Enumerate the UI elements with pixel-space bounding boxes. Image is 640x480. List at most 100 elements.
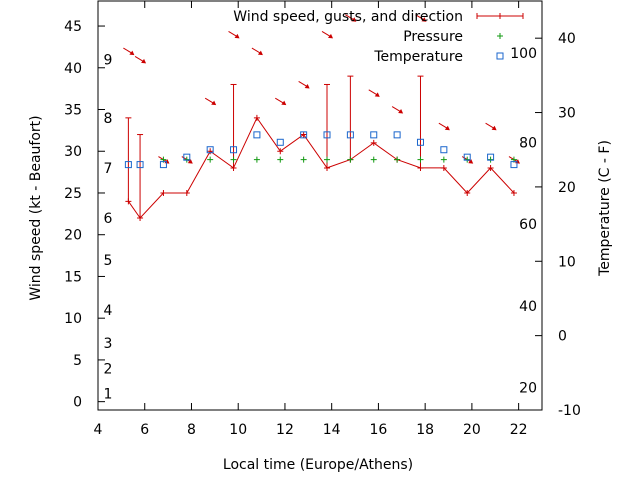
wind-point bbox=[277, 148, 284, 155]
wind-direction-arrowhead bbox=[468, 159, 474, 164]
pressure-point bbox=[487, 156, 494, 163]
fahrenheit-label: 80 bbox=[519, 135, 537, 151]
wind-direction-arrowhead bbox=[234, 33, 240, 39]
x-tick-label: 10 bbox=[229, 422, 247, 438]
temperature-point bbox=[323, 131, 331, 139]
wind-point bbox=[440, 164, 447, 171]
x-tick-label: 18 bbox=[416, 422, 434, 438]
tick-layer: 4 6 8 10 12 14 16 18 20 22051015202530354045-1001… bbox=[64, 1, 581, 438]
y-tick-label: 35 bbox=[64, 103, 82, 119]
series-layer bbox=[123, 14, 520, 222]
wind-direction-arrowhead bbox=[328, 33, 334, 39]
fahrenheit-label: 100 bbox=[510, 46, 537, 62]
y2-tick-label: 10 bbox=[558, 254, 576, 270]
y-tick-label: 40 bbox=[64, 61, 82, 77]
plot-border bbox=[97, 0, 543, 411]
fahrenheit-label: 40 bbox=[519, 299, 537, 315]
temperature-point bbox=[276, 138, 284, 146]
beaufort-label: 6 bbox=[104, 211, 113, 227]
y-tick-label: 15 bbox=[64, 269, 82, 285]
wind-point bbox=[160, 189, 167, 196]
beaufort-label: 8 bbox=[104, 111, 113, 127]
beaufort-label: 9 bbox=[104, 52, 113, 68]
pressure-point bbox=[230, 156, 237, 163]
legend-pressure-label: Pressure bbox=[403, 29, 463, 45]
x-axis-title: Local time (Europe/Athens) bbox=[223, 457, 413, 473]
wind-direction-arrowhead bbox=[281, 100, 287, 106]
beaufort-label: 3 bbox=[104, 336, 113, 352]
y-axis-title: Wind speed (kt - Beaufort) bbox=[28, 115, 44, 300]
beaufort-label: 1 bbox=[104, 386, 113, 402]
legend-temperature-label: Temperature bbox=[373, 49, 463, 65]
wind-direction-arrowhead bbox=[374, 92, 380, 97]
wind-point bbox=[183, 189, 190, 196]
wind-point bbox=[137, 215, 144, 222]
wind-point bbox=[207, 148, 214, 155]
temperature-point bbox=[159, 161, 167, 169]
temperature-point bbox=[416, 138, 424, 146]
temperature-point bbox=[440, 146, 448, 154]
temperature-point bbox=[230, 146, 238, 154]
wind-point bbox=[125, 198, 132, 205]
wind-direction-arrowhead bbox=[129, 50, 135, 56]
wind-direction-arrowhead bbox=[421, 17, 427, 22]
wind-point bbox=[464, 189, 471, 196]
y-tick-label: 10 bbox=[64, 311, 82, 327]
y2-tick-label: 0 bbox=[558, 329, 567, 345]
wind-point bbox=[253, 114, 260, 121]
y-tick-label: 5 bbox=[73, 353, 82, 369]
x-tick-label: 8 bbox=[187, 422, 196, 438]
beaufort-label: 7 bbox=[104, 161, 113, 177]
temperature-point bbox=[253, 131, 261, 139]
pressure-point bbox=[347, 156, 354, 163]
y2-tick-label: 30 bbox=[558, 106, 576, 122]
temperature-point bbox=[300, 131, 308, 139]
pressure-point bbox=[207, 156, 214, 163]
pressure-point bbox=[183, 156, 190, 163]
x-tick-label: 6 bbox=[140, 422, 149, 438]
y-tick-label: 45 bbox=[64, 19, 82, 35]
x-tick-label: 12 bbox=[276, 422, 294, 438]
wind-direction-arrowhead bbox=[444, 125, 450, 131]
wind-direction-arrowhead bbox=[141, 58, 147, 64]
pressure-point bbox=[253, 156, 260, 163]
wind-direction-arrowhead bbox=[257, 50, 263, 56]
pressure-point bbox=[370, 156, 377, 163]
beaufort-label: 2 bbox=[104, 361, 113, 377]
pressure-point bbox=[324, 156, 331, 163]
legend-pressure-marker bbox=[497, 33, 503, 39]
temperature-point bbox=[463, 153, 471, 161]
x-tick-label: 16 bbox=[370, 422, 388, 438]
temperature-point bbox=[346, 131, 354, 139]
x-tick-label: 20 bbox=[463, 422, 481, 438]
x-tick-label: 14 bbox=[323, 422, 341, 438]
y2-axis-title: Temperature (C - F) bbox=[597, 140, 613, 277]
beaufort-label: 4 bbox=[104, 303, 113, 319]
wind-direction-arrowhead bbox=[398, 109, 404, 114]
wind-speed-line bbox=[127, 116, 515, 219]
pressure-point bbox=[300, 156, 307, 163]
y-tick-label: 25 bbox=[64, 186, 82, 202]
wind-point bbox=[230, 164, 237, 171]
pressure-point bbox=[394, 156, 401, 163]
pressure-point bbox=[417, 156, 424, 163]
x-tick-label: 4 bbox=[94, 422, 103, 438]
legend: Wind speed, gusts, and direction Pressur… bbox=[233, 9, 524, 65]
y-tick-label: 30 bbox=[64, 144, 82, 160]
y-tick-label: 0 bbox=[73, 395, 82, 411]
legend-temperature-marker bbox=[496, 52, 504, 60]
y-tick-label: 20 bbox=[64, 228, 82, 244]
temperature-point bbox=[370, 131, 378, 139]
wind-direction-arrowhead bbox=[211, 100, 217, 106]
legend-wind-label: Wind speed, gusts, and direction bbox=[233, 9, 463, 25]
wind-point bbox=[417, 164, 424, 171]
temperature-point bbox=[487, 153, 495, 161]
y2-tick-label: -10 bbox=[558, 403, 581, 419]
wind-point bbox=[487, 164, 494, 171]
wind-point bbox=[324, 164, 331, 171]
pressure-point bbox=[277, 156, 284, 163]
x-tick-label: 22 bbox=[510, 422, 528, 438]
y2-tick-label: 40 bbox=[558, 31, 576, 47]
temperature-point bbox=[124, 161, 132, 169]
